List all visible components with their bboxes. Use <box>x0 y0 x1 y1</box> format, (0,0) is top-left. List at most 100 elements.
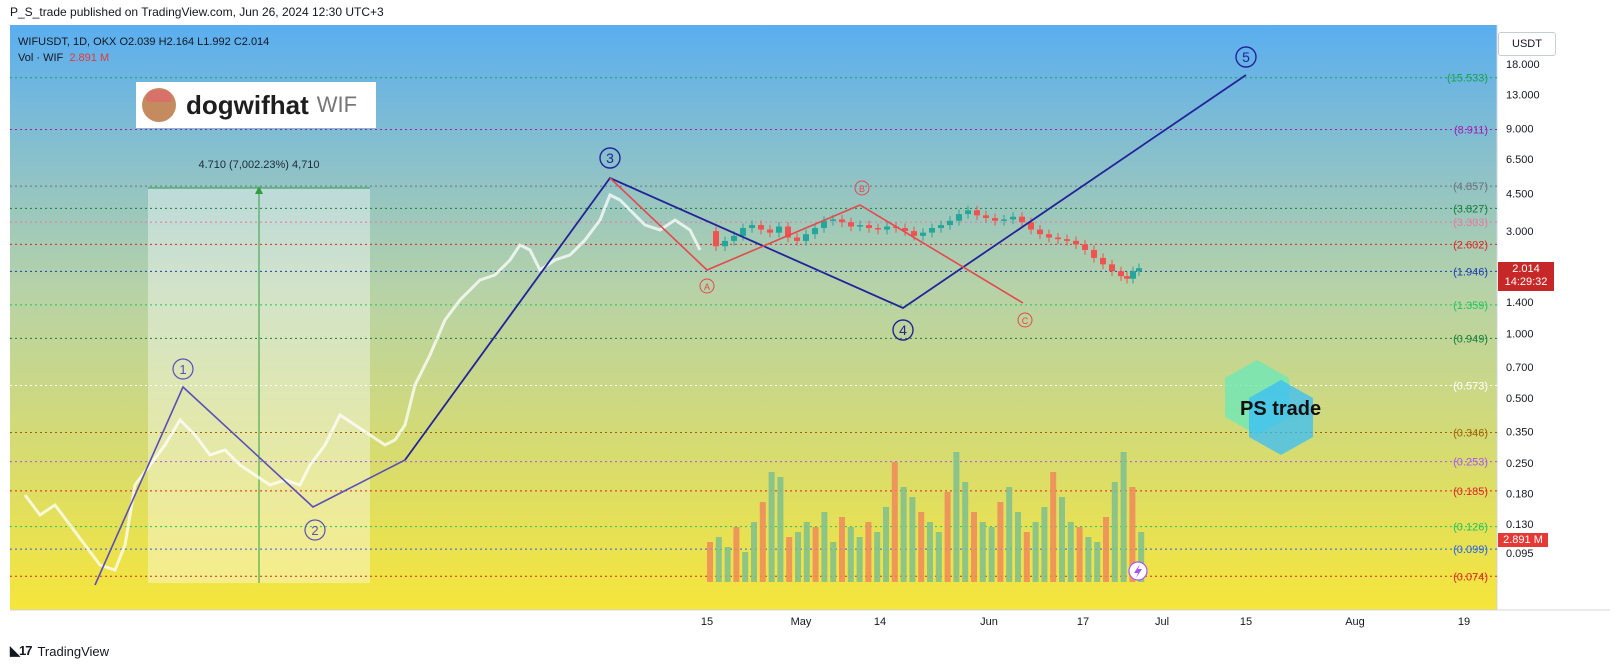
candle-body <box>866 225 872 229</box>
candle-body <box>884 226 890 230</box>
volume-bars <box>707 452 1145 582</box>
corrective-wave-lines <box>609 177 1024 304</box>
candle-body <box>749 225 755 229</box>
volume-bar <box>918 512 925 582</box>
fib-label-11: (0.253) <box>1453 457 1488 469</box>
fib-label-4: (3.303) <box>1453 217 1488 229</box>
currency-button[interactable]: USDT <box>1498 32 1556 56</box>
volume-bar <box>962 482 969 582</box>
svg-text:4: 4 <box>899 322 907 338</box>
volume-bar <box>891 462 898 582</box>
last-price-tag: 2.014 14:29:32 <box>1498 262 1554 291</box>
time-axis-panel <box>10 610 1610 632</box>
candle-body <box>875 228 881 230</box>
impulse-wave-lines-1-2 <box>94 385 406 586</box>
candle-body <box>920 232 926 236</box>
y-tick-9: 0.500 <box>1506 393 1534 405</box>
volume-bar <box>795 532 801 582</box>
candle-body <box>911 231 917 236</box>
volume-bar <box>971 512 977 582</box>
fib-label-2: (4.857) <box>1453 181 1488 193</box>
volume-bar <box>1120 452 1127 582</box>
volume-bar <box>1138 532 1145 582</box>
volume-bar <box>742 552 749 582</box>
y-tick-5: 3.000 <box>1506 226 1534 238</box>
candle-body <box>1124 276 1130 279</box>
tradingview-brand-name: TradingView <box>37 643 110 659</box>
candle-body <box>983 215 989 219</box>
x-axis-ticks: 15 May 14 Jun 17 Jul 15 Aug 19 <box>701 616 1470 628</box>
volume-bar <box>821 512 828 582</box>
candle-body <box>956 214 962 221</box>
chart-canvas[interactable]: (15.533) (8.911) (4.857) (3.827) (3.303) (2.6… <box>10 25 1610 632</box>
y-tick-12: 0.180 <box>1506 488 1534 500</box>
wave-label-a: A <box>699 278 715 294</box>
candle-body <box>1130 271 1136 279</box>
volume-bar <box>1050 472 1057 582</box>
volume-bar <box>1076 527 1083 582</box>
candle-body <box>731 235 737 241</box>
candle-body <box>929 228 935 233</box>
volume-bar <box>768 472 775 582</box>
x-tick-3: Jun <box>980 616 998 628</box>
fib-label-10: (0.346) <box>1453 427 1488 439</box>
symbol-ohlc-line: WIFUSDT, 1D, OKX O2.039 H2.164 L1.992 C2… <box>18 36 270 48</box>
volume-bar <box>812 527 819 582</box>
candle-body <box>1055 237 1061 240</box>
volume-bar <box>1067 522 1074 582</box>
candle-body <box>812 228 818 235</box>
candle-body <box>830 219 836 221</box>
volume-bar <box>1059 497 1065 582</box>
chart-legend: WIFUSDT, 1D, OKX O2.039 H2.164 L1.992 C2… <box>18 34 269 66</box>
tradingview-brand[interactable]: ◣17 TradingView <box>10 643 109 659</box>
volume-bar <box>830 542 837 582</box>
volume-legend: Vol · WIF 2.891 M <box>18 52 110 64</box>
fib-label-1: (8.911) <box>1454 125 1488 137</box>
candle-body <box>1082 244 1088 250</box>
volume-bar <box>1111 482 1118 582</box>
last-volume-tag: 2.891 M <box>1498 533 1548 547</box>
candle-body <box>974 210 980 216</box>
y-axis-ticks: 18.000 13.000 9.000 6.500 4.500 3.000 1.400 1.0… <box>1506 59 1540 560</box>
candle-body <box>758 225 764 230</box>
svg-text:PS trade: PS trade <box>1240 398 1321 420</box>
x-tick-4: 17 <box>1077 616 1089 628</box>
candle-body <box>1064 239 1070 241</box>
candle-body <box>1028 222 1034 230</box>
volume-bar <box>1023 532 1030 582</box>
candle-body <box>938 225 944 229</box>
y-tick-8: 0.700 <box>1506 362 1534 374</box>
candle-body <box>839 219 845 223</box>
y-tick-4: 4.500 <box>1506 188 1534 200</box>
candle-body <box>992 218 998 221</box>
measure-arrowhead <box>255 186 263 194</box>
candle-body <box>1109 264 1115 272</box>
fib-label-0: (15.533) <box>1447 73 1488 85</box>
y-tick-0: 18.000 <box>1506 59 1540 71</box>
candle-body <box>947 220 953 226</box>
y-tick-13: 0.130 <box>1506 519 1534 531</box>
event-badge-icon[interactable] <box>1128 561 1148 581</box>
wave-label-4: 4 <box>892 319 914 341</box>
candle-body <box>803 234 809 241</box>
candle-body <box>902 228 908 232</box>
dogwifhat-avatar <box>142 88 176 122</box>
x-tick-2: 14 <box>874 616 886 628</box>
volume-bar <box>997 502 1004 582</box>
wave-label-c: C <box>1017 312 1033 328</box>
volume-bar <box>715 537 722 582</box>
volume-bar <box>856 537 863 582</box>
candle-body <box>794 237 800 241</box>
x-tick-7: Aug <box>1345 616 1365 628</box>
volume-bar <box>1032 522 1039 582</box>
candle-body <box>1091 249 1097 258</box>
wave-label-3: 3 <box>599 147 621 169</box>
volume-bar <box>988 527 995 582</box>
volume-bar <box>839 517 845 582</box>
coin-name: dogwifhat <box>186 89 309 120</box>
fib-label-5: (2.602) <box>1453 239 1488 251</box>
volume-bar <box>777 477 784 582</box>
svg-text:A: A <box>704 282 710 292</box>
x-tick-0: 15 <box>701 616 713 628</box>
svg-text:5: 5 <box>1242 49 1250 65</box>
